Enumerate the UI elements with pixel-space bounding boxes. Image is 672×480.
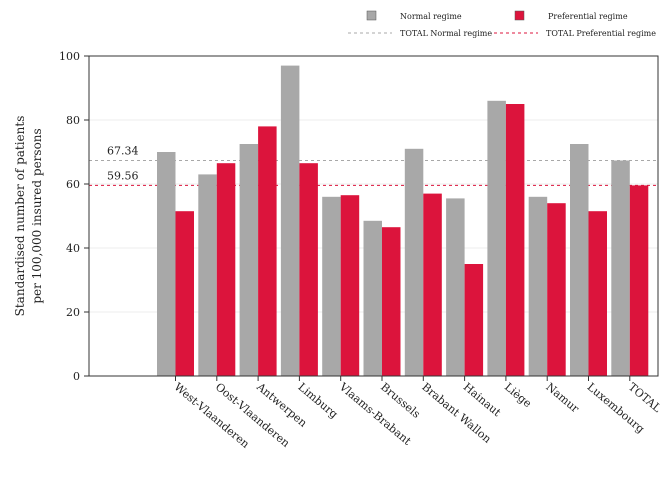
legend-line-label-1: TOTAL Preferential regime bbox=[546, 29, 656, 38]
x-tick-label-6: Brabant Wallon bbox=[419, 380, 493, 445]
bar-preferential-10 bbox=[588, 211, 607, 376]
x-tick-label-4: Vlaams-Brabant bbox=[336, 380, 414, 448]
bar-preferential-3 bbox=[299, 163, 318, 376]
bar-preferential-1 bbox=[216, 163, 236, 376]
legend-label-0: Normal regime bbox=[400, 12, 462, 21]
reference-lines: 67.34 59.56 bbox=[89, 145, 658, 186]
y-tick-label-100: 100 bbox=[59, 50, 80, 63]
bar-normal-11 bbox=[611, 160, 630, 376]
bar-normal-7 bbox=[446, 198, 465, 376]
x-axis: West-VlaanderenOost-VlaanderenAntwerpenL… bbox=[172, 376, 664, 451]
y-axis-title-line-0: Standardised number of patients bbox=[13, 116, 27, 317]
x-tick-label-9: Namur bbox=[543, 380, 582, 415]
y-axis: 0 20 40 60 80 100 bbox=[59, 50, 89, 383]
bar-preferential-4 bbox=[340, 195, 360, 376]
y-tick-label-0: 0 bbox=[73, 370, 80, 383]
bar-normal-0 bbox=[157, 152, 176, 376]
x-tick-label-1: Oost-Vlaanderen bbox=[213, 380, 292, 450]
x-tick-label-0: West-Vlaanderen bbox=[172, 380, 252, 450]
bar-preferential-6 bbox=[423, 193, 442, 376]
bar-preferential-7 bbox=[464, 264, 484, 376]
legend-swatch-0 bbox=[366, 10, 377, 21]
y-axis-title-line-1: per 100,000 insured persons bbox=[30, 128, 44, 303]
legend-swatch-1 bbox=[514, 10, 525, 21]
y-tick-label-20: 20 bbox=[66, 306, 80, 319]
bar-normal-1 bbox=[198, 174, 217, 376]
y-tick-label-80: 80 bbox=[66, 114, 80, 127]
bar-normal-3 bbox=[280, 65, 300, 376]
legend: Normal regime Preferential regime TOTAL No… bbox=[348, 10, 656, 38]
x-tick-label-11: TOTAL bbox=[626, 380, 664, 415]
bar-preferential-11 bbox=[629, 185, 649, 376]
bar-preferential-0 bbox=[175, 211, 194, 376]
x-tick-label-8: Liège bbox=[502, 380, 534, 410]
bars bbox=[157, 65, 649, 377]
bar-preferential-9 bbox=[547, 203, 566, 376]
bar-normal-8 bbox=[487, 100, 506, 377]
plot-frame bbox=[88, 55, 659, 377]
legend-label-1: Preferential regime bbox=[548, 12, 628, 21]
y-tick-label-60: 60 bbox=[66, 178, 80, 191]
bar-normal-10 bbox=[570, 144, 589, 376]
legend-line-label-0: TOTAL Normal regime bbox=[400, 29, 492, 38]
bar-normal-6 bbox=[404, 148, 424, 376]
bar-preferential-8 bbox=[505, 104, 525, 376]
bar-preferential-5 bbox=[382, 227, 401, 376]
y-axis-title: Standardised number of patients per 100,0… bbox=[13, 116, 44, 317]
bar-normal-2 bbox=[239, 144, 259, 376]
reference-line-label-0: 67.34 bbox=[107, 145, 139, 158]
bar-normal-4 bbox=[322, 196, 341, 376]
bar-normal-5 bbox=[363, 220, 382, 376]
y-tick-label-40: 40 bbox=[66, 242, 80, 255]
bar-normal-9 bbox=[528, 196, 548, 376]
bar-preferential-2 bbox=[258, 126, 277, 377]
reference-line-label-1: 59.56 bbox=[107, 169, 139, 182]
